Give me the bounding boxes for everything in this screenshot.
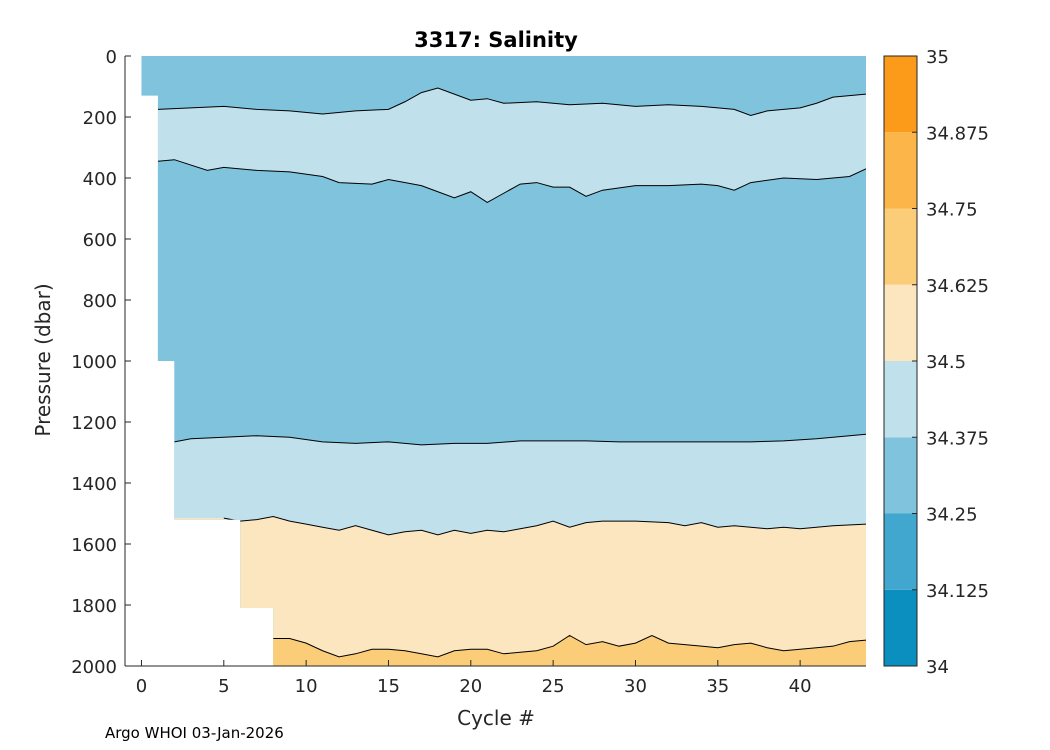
colorbar-tick-label: 34.5 bbox=[926, 352, 966, 373]
x-tick-label: 5 bbox=[218, 676, 229, 697]
x-tick-label: 25 bbox=[542, 676, 565, 697]
colorbar-swatch-5 bbox=[884, 208, 917, 285]
y-tick-label: 200 bbox=[83, 108, 117, 129]
colorbar-tick-label: 34.25 bbox=[926, 505, 978, 526]
y-axis-label: Pressure (dbar) bbox=[31, 283, 55, 436]
x-tick-label: 30 bbox=[624, 676, 647, 697]
clipped-layers bbox=[141, 56, 866, 666]
y-tick-label: 1200 bbox=[71, 413, 117, 434]
contour-line-4 bbox=[223, 516, 866, 536]
y-tick-label: 0 bbox=[106, 47, 117, 68]
colorbar-tick-label: 34.875 bbox=[926, 123, 989, 144]
x-tick-label: 15 bbox=[377, 676, 400, 697]
contour-layers bbox=[141, 56, 866, 666]
x-axis-label: Cycle # bbox=[457, 706, 535, 730]
footer-credit: Argo WHOI 03-Jan-2026 bbox=[105, 724, 284, 742]
colorbar-swatch-7 bbox=[884, 56, 917, 133]
y-tick-label: 1800 bbox=[71, 596, 117, 617]
colorbar-swatch-6 bbox=[884, 132, 917, 209]
contour-line-2 bbox=[157, 159, 866, 203]
x-tick-label: 10 bbox=[295, 676, 318, 697]
y-tick-label: 400 bbox=[83, 169, 117, 190]
plot-axes: 0 5 10 15 20 25 30 35 40020040060080010001200140… bbox=[71, 47, 866, 697]
salinity-layer-5 bbox=[141, 635, 866, 666]
x-tick-label: 35 bbox=[706, 676, 729, 697]
y-tick-label: 800 bbox=[83, 291, 117, 312]
colorbar-tick-label: 34.75 bbox=[926, 200, 978, 221]
colorbar-swatch-4 bbox=[884, 284, 917, 361]
contour-line-5 bbox=[273, 634, 866, 658]
colorbar bbox=[884, 56, 917, 666]
contour-line-3 bbox=[174, 433, 866, 446]
x-tick-label: 20 bbox=[459, 676, 482, 697]
y-tick-label: 1000 bbox=[71, 352, 117, 373]
colorbar-tick-label: 35 bbox=[926, 47, 949, 68]
x-tick-label: 0 bbox=[136, 676, 147, 697]
chart-title: 3317: Salinity bbox=[414, 28, 578, 52]
y-tick-label: 2000 bbox=[71, 657, 117, 678]
colorbar-tick-label: 34.625 bbox=[926, 276, 989, 297]
colorbar-tick-label: 34.125 bbox=[926, 581, 989, 602]
y-tick-label: 600 bbox=[83, 230, 117, 251]
y-tick-label: 1600 bbox=[71, 535, 117, 556]
colorbar-tick-label: 34 bbox=[926, 657, 949, 678]
colorbar-tick-label: 34.375 bbox=[926, 428, 989, 449]
colorbar-swatch-0 bbox=[884, 589, 917, 666]
colorbar-swatch-1 bbox=[884, 513, 917, 590]
colorbar-swatch-2 bbox=[884, 437, 917, 514]
salinity-layer-4 bbox=[141, 516, 866, 666]
contour-line-1 bbox=[157, 87, 866, 117]
colorbar-axes: 34 34.125 34.25 34.375 34.5 34.625 34.75 34.875… bbox=[883, 47, 989, 678]
y-tick-label: 1400 bbox=[71, 474, 117, 495]
x-tick-label: 40 bbox=[789, 676, 812, 697]
colorbar-swatch-3 bbox=[884, 361, 917, 438]
